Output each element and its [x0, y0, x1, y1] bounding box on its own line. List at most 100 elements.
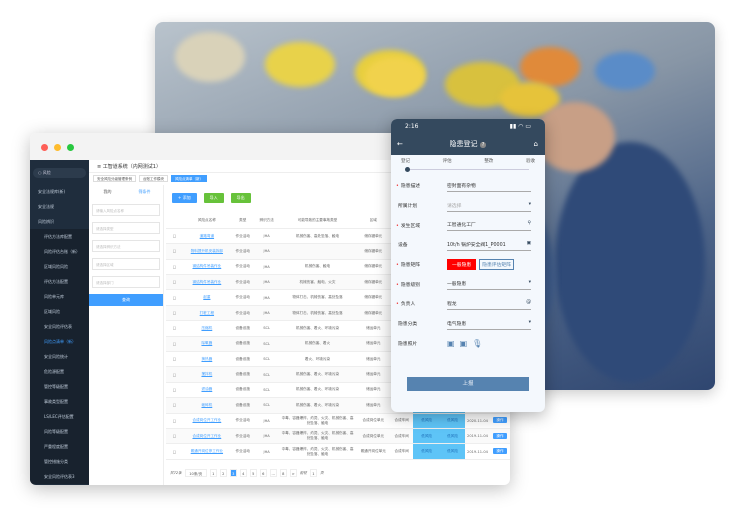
- sidebar-item[interactable]: 风险辨识: [38, 219, 54, 224]
- row-checkbox[interactable]: □: [166, 443, 183, 460]
- operate-button[interactable]: 操作: [493, 448, 507, 455]
- page-size-select[interactable]: 10条/页: [184, 469, 207, 477]
- scan-icon[interactable]: ▣: [526, 240, 531, 246]
- sidebar-item[interactable]: 严重程度配置: [30, 439, 89, 454]
- field-input[interactable]: 一般隐患 ▾: [447, 278, 531, 291]
- table-row[interactable]: □ 合成岗位开工作业 作业活动 JHA 中毒、容器爆炸、灼烫、火灾、机械伤害、高处坠落、…: [166, 428, 510, 445]
- image-upload-icon[interactable]: ▣: [447, 338, 455, 348]
- page-button[interactable]: 3: [229, 469, 237, 477]
- sidebar-item[interactable]: LS/LEC评估配置: [30, 409, 89, 424]
- tab-tag[interactable]: 风险点清单（新）: [171, 175, 207, 182]
- minimize-button[interactable]: [54, 144, 61, 151]
- tab-filter[interactable]: 筛条件: [126, 185, 163, 198]
- row-checkbox[interactable]: □: [166, 305, 183, 322]
- location-pin-icon[interactable]: ⚲: [527, 221, 531, 227]
- row-checkbox[interactable]: □: [166, 366, 183, 383]
- table-cell[interactable]: 物料提升机安装拆卸: [182, 243, 231, 260]
- page-button[interactable]: 2: [219, 469, 227, 477]
- import-button[interactable]: 导入: [203, 193, 224, 203]
- video-upload-icon[interactable]: ▣: [459, 338, 468, 348]
- add-button[interactable]: + 添加: [172, 193, 197, 203]
- back-icon[interactable]: ←: [397, 140, 403, 148]
- sidebar-item[interactable]: 事故类型配置: [30, 394, 89, 409]
- row-checkbox[interactable]: □: [166, 397, 183, 414]
- page-button[interactable]: 6: [259, 469, 267, 477]
- query-button[interactable]: 查询: [89, 294, 163, 306]
- table-row[interactable]: □ 合成岗位开工作业 作业活动 JHA 中毒、容器爆炸、灼烫、火灾、机械伤害、高处坠落、…: [166, 413, 510, 429]
- page-button[interactable]: 1: [209, 469, 217, 477]
- tab-mine[interactable]: 我的: [103, 189, 112, 194]
- at-icon[interactable]: @: [526, 299, 531, 305]
- sidebar-item[interactable]: 评估方法配置: [30, 274, 89, 289]
- filter-input[interactable]: 请选择部门: [92, 276, 160, 288]
- row-checkbox[interactable]: □: [166, 382, 183, 399]
- field-input[interactable]: 密封面有杂物: [447, 180, 531, 192]
- field-input[interactable]: 程龙 @: [447, 298, 531, 310]
- table-cell[interactable]: 钢结构件吊装作业: [182, 274, 231, 291]
- home-icon[interactable]: ⌂: [533, 140, 538, 148]
- table-cell[interactable]: 道路弯道: [182, 228, 231, 245]
- tab-tag[interactable]: 安全风险分级管理条例: [93, 175, 136, 182]
- sidebar-item[interactable]: 安全法规: [38, 204, 54, 209]
- table-cell[interactable]: 滤油器: [182, 382, 231, 399]
- sidebar-item[interactable]: 区域风险风险: [30, 259, 89, 274]
- dropdown-icon[interactable]: ▾: [528, 280, 531, 286]
- table-cell[interactable]: 合成岗位开工作业: [182, 428, 231, 445]
- goto-input[interactable]: 1: [309, 469, 317, 477]
- table-cell[interactable]: 起重: [182, 289, 231, 306]
- sidebar-item[interactable]: 管控措施分类: [30, 454, 89, 469]
- filter-input[interactable]: 请选择类型: [92, 222, 160, 234]
- page-button[interactable]: 5: [249, 469, 257, 477]
- sidebar-item[interactable]: 安全法规库(新): [38, 189, 66, 194]
- sidebar-item[interactable]: 安全风险评估表: [30, 319, 89, 334]
- sidebar-item[interactable]: 风险评估台账（新）: [30, 244, 89, 259]
- dropdown-icon[interactable]: ▾: [528, 201, 531, 207]
- row-checkbox[interactable]: □: [166, 259, 183, 276]
- row-checkbox[interactable]: □: [166, 243, 183, 260]
- operate-button[interactable]: 操作: [493, 432, 507, 439]
- table-row[interactable]: □ 氨通开岗位停工作业 作业活动 JHA 中毒、容器爆炸、灼烫、火灾、机械伤害、高处坠落…: [166, 443, 510, 460]
- export-button[interactable]: 导出: [230, 193, 251, 203]
- menu-icon[interactable]: ≡: [97, 164, 102, 170]
- row-checkbox[interactable]: □: [166, 274, 183, 291]
- table-cell[interactable]: 氨通开岗位停工作业: [182, 443, 231, 460]
- table-cell[interactable]: 换热器: [182, 351, 231, 368]
- page-button[interactable]: >: [289, 469, 297, 477]
- sidebar-item[interactable]: 管控等级配置: [30, 379, 89, 394]
- row-checkbox[interactable]: □: [166, 228, 183, 245]
- sidebar-item[interactable]: 风险等级配置: [30, 424, 89, 439]
- field-input[interactable]: 请选择 ▾: [447, 200, 531, 212]
- level-badge[interactable]: 一般隐患: [447, 259, 477, 271]
- row-checkbox[interactable]: □: [166, 336, 183, 353]
- table-cell[interactable]: 搅拌机: [182, 366, 231, 383]
- table-cell[interactable]: 钢结构件吊装作业: [182, 259, 231, 276]
- submit-button[interactable]: 上报: [407, 377, 529, 391]
- row-checkbox[interactable]: □: [166, 413, 183, 429]
- sidebar-item[interactable]: 区域风险: [30, 304, 89, 319]
- sidebar-item[interactable]: 风险单元库: [30, 289, 89, 304]
- sidebar-item[interactable]: 安全风险统计: [30, 349, 89, 364]
- microphone-icon[interactable]: 🎙: [472, 338, 483, 348]
- sidebar-item[interactable]: 评估方法库配置: [30, 229, 89, 244]
- table-cell[interactable]: 压缩机: [182, 320, 231, 337]
- sidebar-item[interactable]: 风险点清单（新）: [30, 334, 89, 349]
- filter-input[interactable]: 请选择辨识方法: [92, 240, 160, 252]
- close-button[interactable]: [41, 144, 48, 151]
- tab-tag[interactable]: 台账工作模块: [139, 175, 168, 182]
- field-input[interactable]: 10t/h 锅炉安全阀1_P0001 ▣: [447, 239, 531, 251]
- help-icon[interactable]: ?: [479, 142, 487, 148]
- dropdown-icon[interactable]: ▾: [528, 319, 531, 325]
- row-checkbox[interactable]: □: [166, 428, 183, 445]
- row-checkbox[interactable]: □: [166, 351, 183, 368]
- matrix-link[interactable]: 隐患评估矩阵: [479, 259, 514, 271]
- maximize-button[interactable]: [67, 144, 74, 151]
- table-cell[interactable]: 合成岗位开工作业: [182, 413, 231, 429]
- field-input[interactable]: 工智通化工厂 ⚲: [447, 219, 531, 232]
- page-button[interactable]: 8: [279, 469, 287, 477]
- sidebar-item[interactable]: 安全风险评估表3: [30, 469, 89, 484]
- sidebar-item[interactable]: 危险源配置: [30, 364, 89, 379]
- page-button[interactable]: 4: [239, 469, 247, 477]
- row-checkbox[interactable]: □: [166, 320, 183, 337]
- filter-input[interactable]: 请输入风险点名称: [92, 204, 160, 216]
- filter-input[interactable]: 请选择区域: [92, 258, 160, 270]
